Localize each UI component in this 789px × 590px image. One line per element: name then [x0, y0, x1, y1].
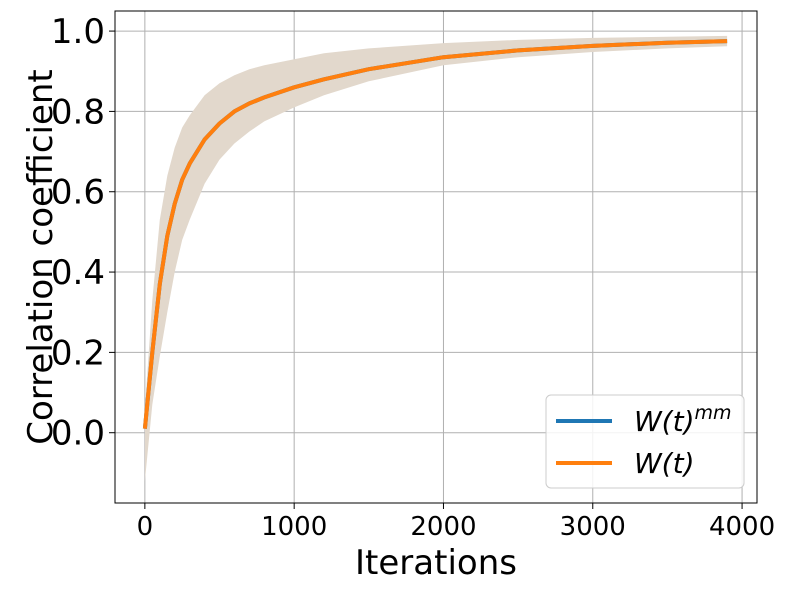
series-lines	[142, 39, 728, 429]
x-tick-label: 2000	[410, 512, 476, 542]
legend: W(t)mmW(t)	[545, 394, 745, 489]
y-tick-label: 0.2	[51, 333, 105, 373]
y-tick-label: 0.4	[51, 253, 105, 293]
x-axis-label: Iterations	[355, 543, 517, 583]
axis-ticks: 0 1000 2000 3000 4000 0.0 0.2 0.4 0.6 0.8 1.0	[51, 12, 775, 542]
legend-label-1: W(t)	[634, 447, 695, 480]
x-tick-label: 0	[137, 512, 154, 542]
x-tick-label: 1000	[261, 512, 327, 542]
y-tick-label: 0.0	[51, 414, 105, 454]
x-tick-label: 3000	[560, 512, 626, 542]
plot-frame	[114, 10, 758, 504]
y-tick-label: 1.0	[51, 12, 105, 52]
y-tick-label: 0.8	[51, 92, 105, 132]
series-line-1	[142, 39, 728, 429]
x-tick-label: 4000	[709, 512, 775, 542]
legend-superscript: mm	[695, 402, 732, 424]
y-axis-label: Correlation coefficient	[21, 69, 61, 445]
y-tick-label: 0.6	[51, 173, 105, 213]
